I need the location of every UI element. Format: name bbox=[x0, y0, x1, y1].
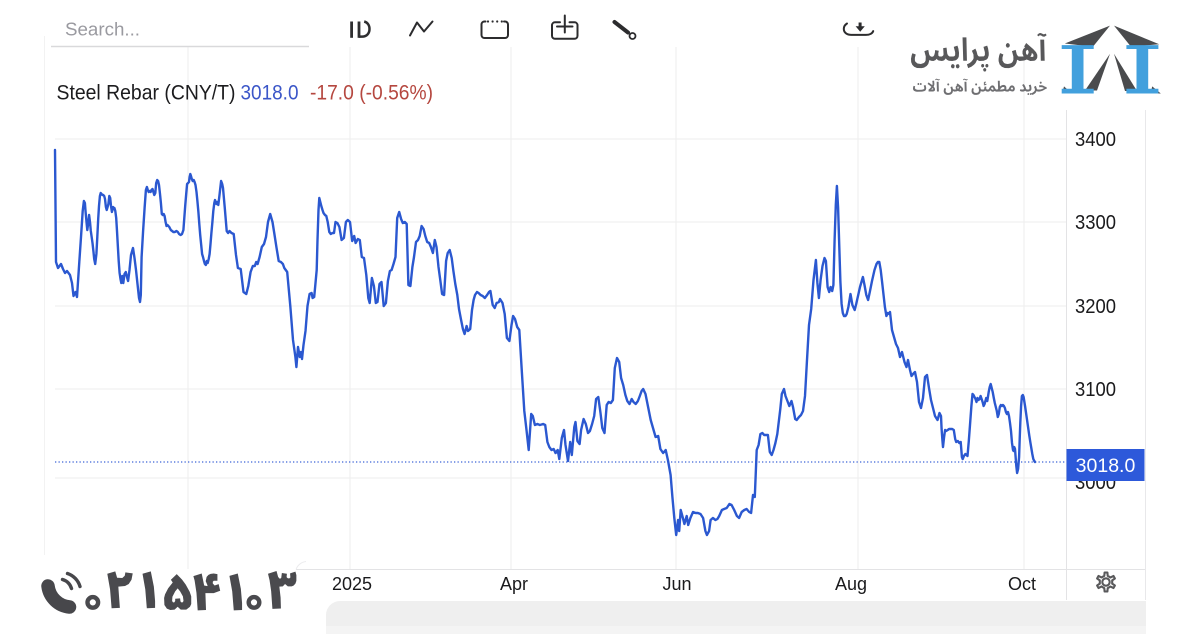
svg-text:Steel Rebar (CNY/T): Steel Rebar (CNY/T) bbox=[57, 82, 236, 105]
svg-text:3300: 3300 bbox=[1075, 212, 1116, 234]
svg-text:Aug: Aug bbox=[835, 574, 867, 594]
svg-text:Search...: Search... bbox=[65, 20, 140, 40]
svg-text:-17.0 (-0.56%): -17.0 (-0.56%) bbox=[310, 82, 433, 105]
svg-text:2025: 2025 bbox=[332, 574, 372, 594]
svg-text:3100: 3100 bbox=[1075, 379, 1116, 401]
svg-text:Jun: Jun bbox=[662, 574, 691, 594]
svg-text:3400: 3400 bbox=[1075, 129, 1116, 151]
svg-text:3200: 3200 bbox=[1075, 296, 1116, 318]
svg-text:3018.0: 3018.0 bbox=[1076, 455, 1136, 477]
svg-text:Apr: Apr bbox=[500, 574, 528, 594]
svg-text:Oct: Oct bbox=[1008, 574, 1036, 594]
svg-text:3018.0: 3018.0 bbox=[241, 82, 299, 105]
